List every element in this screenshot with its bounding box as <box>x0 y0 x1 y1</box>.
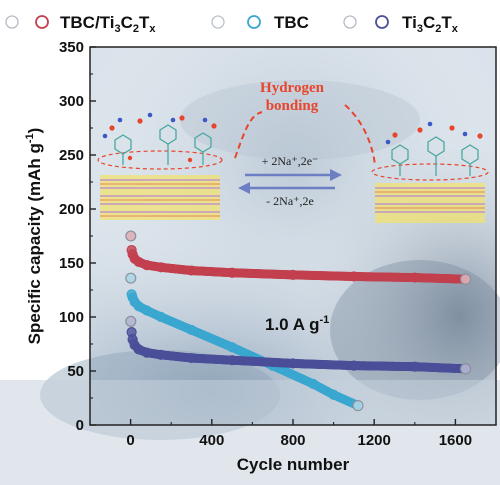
data-point <box>227 355 238 366</box>
rate-annotation: 1.0 A g-1 <box>265 314 329 334</box>
data-point <box>155 349 167 360</box>
endpoint-marker <box>125 315 137 327</box>
data-point <box>186 324 197 336</box>
y-tick-label: 0 <box>76 417 84 434</box>
y-tick-label: 100 <box>59 309 84 326</box>
reaction-arrows: + 2Na⁺,2e⁻ - 2Na⁺,2e <box>238 154 342 208</box>
endpoint-marker <box>352 400 364 412</box>
y-tick-label: 250 <box>59 147 84 164</box>
x-tick-label: 1200 <box>358 432 391 449</box>
endpoint-marker <box>125 230 137 242</box>
data-point <box>141 305 152 316</box>
forward-reaction-label: + 2Na⁺,2e⁻ <box>262 154 319 168</box>
data-point <box>308 378 319 390</box>
legend-label-tbc: TBC <box>274 13 309 32</box>
legend-marker-ghost-3 <box>343 15 357 29</box>
y-axis-title: Specific capacity (mAh g-1) <box>24 128 44 345</box>
data-point <box>141 260 152 271</box>
legend-marker-ti3c2tx <box>375 15 389 29</box>
legend-marker-ghost-2 <box>211 15 225 29</box>
data-point <box>348 360 359 371</box>
axes: 0 400 800 1200 1600 0 50 100 150 200 250 300 350 <box>59 39 497 449</box>
series-tbc <box>125 272 364 412</box>
plot-background <box>40 47 500 440</box>
x-axis-title: Cycle number <box>237 455 350 474</box>
y-tick-label: 200 <box>59 201 84 218</box>
data-point <box>409 272 420 283</box>
x-tick-label: 0 <box>126 432 134 449</box>
y-tick-label: 50 <box>67 363 84 380</box>
data-point <box>186 265 197 276</box>
data-point <box>133 301 144 312</box>
data-point <box>348 271 359 282</box>
right-mxene-structure <box>371 163 489 223</box>
endpoint-marker <box>459 273 472 285</box>
reverse-reaction-label: - 2Na⁺,2e <box>266 194 314 208</box>
legend: TBC/Ti3C2Tx TBC Ti3C2Tx <box>5 13 459 35</box>
data-point <box>287 269 299 280</box>
x-tick-label: 1600 <box>439 432 472 449</box>
legend-marker-ghost-1 <box>5 15 19 29</box>
data-point <box>409 361 420 372</box>
data-point <box>155 311 167 323</box>
endpoint-marker <box>125 272 137 284</box>
y-tick-label: 350 <box>59 39 84 56</box>
legend-label-tbc-ti3c2tx: TBC/Ti3C2Tx <box>60 13 156 35</box>
y-tick-label: 150 <box>59 255 84 272</box>
series-tbc-ti3c2tx <box>125 230 472 285</box>
data-point <box>287 358 299 369</box>
left-mxene-structure <box>97 150 223 220</box>
data-point <box>227 267 238 278</box>
legend-marker-tbc-ti3c2tx <box>35 15 49 29</box>
left-molecules <box>102 112 217 165</box>
hydrogen-bonding-line1: Hydrogen <box>260 80 325 96</box>
x-tick-label: 800 <box>280 432 305 449</box>
legend-marker-tbc <box>247 15 261 29</box>
data-point <box>155 262 167 273</box>
y-tick-label: 300 <box>59 93 84 110</box>
right-molecules <box>385 121 483 176</box>
series-ti3c2tx <box>125 315 472 375</box>
hydrogen-bonding-line2: bonding <box>266 98 319 114</box>
data-point <box>328 389 339 400</box>
data-point <box>227 342 238 353</box>
x-tick-label: 400 <box>199 432 224 449</box>
bottom-wash <box>0 380 500 485</box>
legend-label-ti3c2tx: Ti3C2Tx <box>402 13 459 35</box>
data-point <box>141 347 152 358</box>
hydrogen-bonding-callout: Hydrogen bonding <box>234 80 376 166</box>
endpoint-marker <box>459 363 472 375</box>
data-point <box>186 352 197 364</box>
series-layer <box>125 230 472 412</box>
